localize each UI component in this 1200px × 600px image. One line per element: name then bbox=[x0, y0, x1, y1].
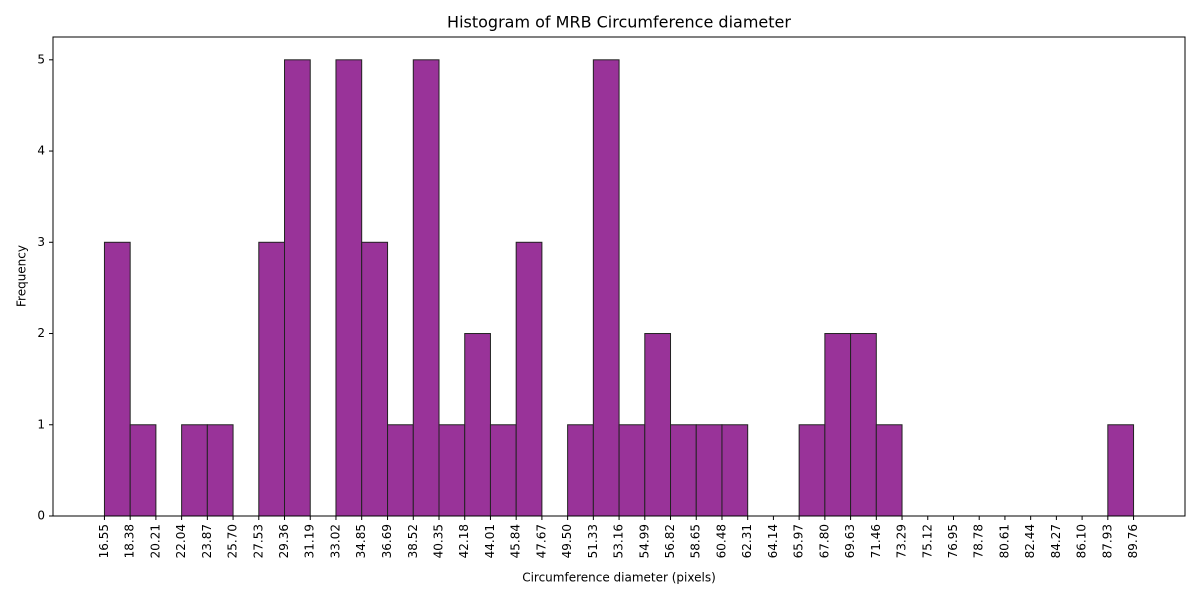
bar bbox=[875, 424, 903, 517]
x-tick-label: 73.29 bbox=[895, 524, 909, 558]
x-tick-label: 80.61 bbox=[997, 524, 1011, 558]
x-tick-label: 60.48 bbox=[714, 524, 728, 558]
bar bbox=[721, 424, 749, 517]
bar bbox=[850, 333, 877, 517]
bar bbox=[798, 424, 826, 517]
x-tick-label: 38.52 bbox=[406, 524, 420, 558]
bar bbox=[129, 424, 157, 517]
bar bbox=[206, 424, 234, 517]
x-tick-label: 49.50 bbox=[560, 524, 574, 558]
y-axis-label: Frequency bbox=[15, 245, 29, 307]
bar bbox=[181, 424, 208, 517]
bar bbox=[412, 59, 440, 517]
bar bbox=[361, 241, 389, 517]
x-tick-label: 76.95 bbox=[946, 524, 960, 558]
x-tick-label: 89.76 bbox=[1126, 524, 1140, 558]
x-tick-label: 62.31 bbox=[740, 524, 754, 558]
x-tick-label: 44.01 bbox=[483, 524, 497, 558]
bar bbox=[103, 241, 131, 517]
x-tick-label: 18.38 bbox=[123, 524, 137, 558]
x-tick-label: 86.10 bbox=[1075, 524, 1089, 558]
x-tick-label: 31.19 bbox=[303, 524, 317, 558]
bar bbox=[670, 424, 697, 517]
x-tick-label: 75.12 bbox=[920, 524, 934, 558]
x-tick-label: 20.21 bbox=[148, 524, 162, 558]
bar bbox=[489, 424, 517, 517]
x-tick-label: 47.67 bbox=[534, 524, 548, 558]
bar bbox=[464, 333, 491, 517]
x-axis-label: Circumference diameter (pixels) bbox=[522, 571, 716, 585]
bar bbox=[695, 424, 723, 517]
y-tick-label: 5 bbox=[37, 52, 45, 66]
x-tick-label: 27.53 bbox=[251, 524, 265, 558]
bar bbox=[824, 333, 852, 517]
bar bbox=[387, 424, 414, 517]
bar bbox=[592, 59, 620, 517]
x-tick-label: 53.16 bbox=[612, 524, 626, 558]
bar bbox=[1107, 424, 1135, 517]
x-tick-label: 69.63 bbox=[843, 524, 857, 558]
x-tick-label: 64.14 bbox=[766, 524, 780, 558]
y-tick-label: 4 bbox=[37, 144, 45, 158]
bar bbox=[284, 59, 311, 517]
bar bbox=[335, 59, 363, 517]
x-tick-label: 51.33 bbox=[586, 524, 600, 558]
y-tick-label: 0 bbox=[37, 509, 45, 523]
chart-title: Histogram of MRB Circumference diameter bbox=[447, 13, 791, 32]
x-tick-label: 82.44 bbox=[1023, 524, 1037, 558]
bar bbox=[644, 333, 672, 517]
x-tick-label: 78.78 bbox=[972, 524, 986, 558]
x-tick-label: 56.82 bbox=[663, 524, 677, 558]
x-tick-label: 54.99 bbox=[637, 524, 651, 558]
x-tick-label: 25.70 bbox=[226, 524, 240, 558]
x-tick-label: 42.18 bbox=[457, 524, 471, 558]
y-tick-label: 2 bbox=[37, 326, 45, 340]
x-tick-label: 16.55 bbox=[97, 524, 111, 558]
x-tick-label: 40.35 bbox=[432, 524, 446, 558]
x-tick-label: 67.80 bbox=[817, 524, 831, 558]
x-tick-label: 22.04 bbox=[174, 524, 188, 558]
y-tick-label: 1 bbox=[37, 417, 45, 431]
y-tick-label: 3 bbox=[37, 235, 45, 249]
bar bbox=[515, 241, 543, 517]
x-tick-label: 84.27 bbox=[1049, 524, 1063, 558]
x-tick-label: 36.69 bbox=[380, 524, 394, 558]
x-tick-label: 58.65 bbox=[689, 524, 703, 558]
x-tick-label: 87.93 bbox=[1100, 524, 1114, 558]
bar bbox=[618, 424, 646, 517]
x-tick-label: 34.85 bbox=[354, 524, 368, 558]
x-tick-label: 71.46 bbox=[869, 524, 883, 558]
x-tick-label: 23.87 bbox=[200, 524, 214, 558]
bar bbox=[567, 424, 594, 517]
x-tick-label: 45.84 bbox=[509, 524, 523, 558]
x-tick-label: 65.97 bbox=[792, 524, 806, 558]
bar bbox=[438, 424, 466, 517]
x-tick-label: 33.02 bbox=[328, 524, 342, 558]
bar bbox=[258, 241, 286, 517]
x-tick-label: 29.36 bbox=[277, 524, 291, 558]
